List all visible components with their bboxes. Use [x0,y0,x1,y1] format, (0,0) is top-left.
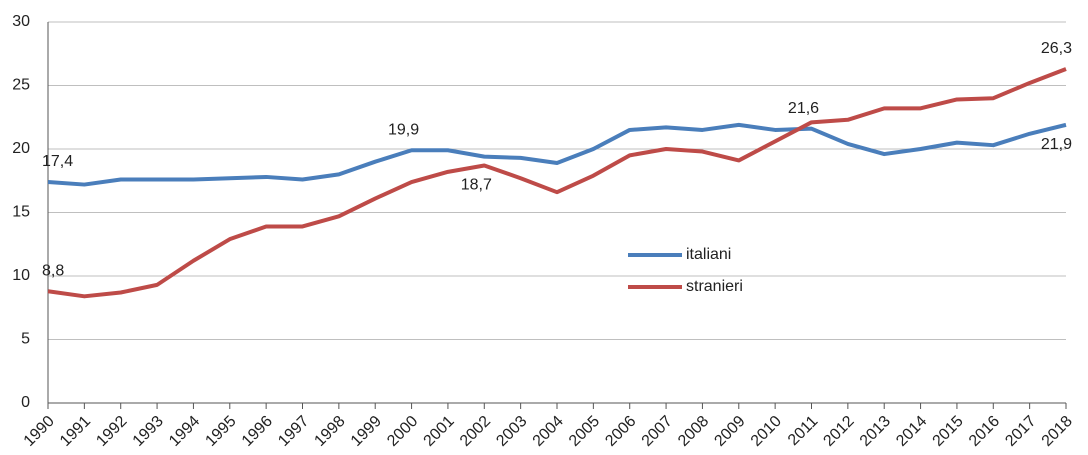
x-tick-label: 1991 [57,413,94,450]
x-tick-label: 1998 [311,413,348,450]
x-tick-label: 1994 [166,413,203,450]
y-tick-label: 25 [12,77,30,94]
data-label: 21,9 [1041,136,1072,153]
x-tick-label: 2016 [966,413,1003,450]
x-tick-label: 2002 [457,413,494,450]
x-tick-label: 1996 [239,413,276,450]
data-label: 26,3 [1041,40,1072,57]
x-tick-label: 1992 [93,413,130,450]
x-tick-label: 1995 [202,413,239,450]
legend-label: italiani [686,246,731,263]
x-tick-label: 2013 [857,413,894,450]
x-tick-label: 1993 [130,413,167,450]
x-tick-label: 2012 [820,413,857,450]
y-tick-label: 10 [12,267,30,284]
x-tick-label: 2003 [493,413,530,450]
y-tick-label: 5 [21,331,30,348]
data-label: 8,8 [42,262,64,279]
data-label: 18,7 [461,177,492,194]
x-tick-label: 1999 [348,413,385,450]
x-tick-label: 2007 [639,413,676,450]
x-tick-label: 1997 [275,413,312,450]
data-label: 17,4 [42,153,73,170]
x-tick-label: 2008 [675,413,712,450]
series-line [47,122,1067,187]
x-tick-label: 2017 [1002,413,1039,450]
x-tick-label: 2015 [930,413,967,450]
x-tick-label: 2004 [530,413,567,450]
series-line [47,67,1067,299]
y-tick-label: 30 [12,13,30,30]
x-tick-label: 2014 [893,413,930,450]
y-tick-label: 0 [21,394,30,411]
x-tick-label: 2011 [785,413,821,449]
x-tick-label: 2005 [566,413,603,450]
x-tick-label: 2000 [384,413,421,450]
legend-label: stranieri [686,278,743,295]
x-tick-label: 2010 [748,413,785,450]
x-tick-label: 2009 [711,413,748,450]
data-label: 21,6 [788,100,819,117]
x-tick-label: 2006 [602,413,639,450]
data-label: 19,9 [388,121,419,138]
x-tick-label: 2018 [1039,413,1076,450]
y-tick-label: 20 [12,140,30,157]
x-tick-label: 1990 [21,413,58,450]
x-tick-label: 2001 [421,413,458,450]
y-tick-label: 15 [12,204,30,221]
